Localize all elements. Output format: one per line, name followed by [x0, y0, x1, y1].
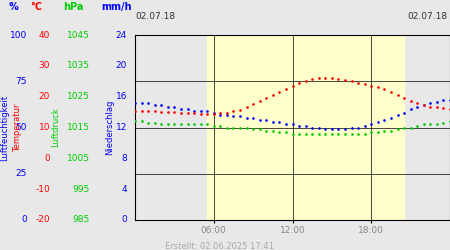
Text: 16: 16 — [116, 92, 127, 101]
Text: Luftdruck: Luftdruck — [51, 108, 60, 147]
Text: 985: 985 — [73, 216, 90, 224]
Text: 0: 0 — [21, 216, 27, 224]
Text: 12: 12 — [116, 123, 127, 132]
Text: 1025: 1025 — [67, 92, 90, 101]
Text: 4: 4 — [122, 185, 127, 194]
Text: 0: 0 — [44, 154, 50, 163]
Text: 20: 20 — [116, 61, 127, 70]
Text: 0: 0 — [121, 216, 127, 224]
Text: 1005: 1005 — [67, 154, 90, 163]
Text: 100: 100 — [10, 30, 27, 40]
Text: °C: °C — [30, 2, 42, 12]
Text: 02.07.18: 02.07.18 — [135, 12, 175, 21]
Bar — [207, 35, 404, 220]
Text: 1045: 1045 — [67, 30, 90, 40]
Text: -20: -20 — [36, 216, 50, 224]
Text: 40: 40 — [39, 30, 50, 40]
Text: hPa: hPa — [63, 2, 83, 12]
Text: 25: 25 — [16, 169, 27, 178]
Text: 02.07.18: 02.07.18 — [408, 12, 448, 21]
Text: mm/h: mm/h — [101, 2, 131, 12]
Text: 1015: 1015 — [67, 123, 90, 132]
Text: Erstellt: 02.06.2025 17:41: Erstellt: 02.06.2025 17:41 — [165, 242, 274, 250]
Text: -10: -10 — [35, 185, 50, 194]
Text: 995: 995 — [73, 185, 90, 194]
Text: 20: 20 — [39, 92, 50, 101]
Text: Niederschlag: Niederschlag — [105, 100, 114, 155]
Text: 24: 24 — [116, 30, 127, 40]
Text: Temperatur: Temperatur — [14, 103, 22, 152]
Text: %: % — [9, 2, 19, 12]
Text: 10: 10 — [39, 123, 50, 132]
Text: 30: 30 — [39, 61, 50, 70]
Text: 50: 50 — [15, 123, 27, 132]
Text: 8: 8 — [121, 154, 127, 163]
Text: Luftfeuchtigkeit: Luftfeuchtigkeit — [0, 94, 9, 160]
Text: 1035: 1035 — [67, 61, 90, 70]
Text: 75: 75 — [15, 77, 27, 86]
